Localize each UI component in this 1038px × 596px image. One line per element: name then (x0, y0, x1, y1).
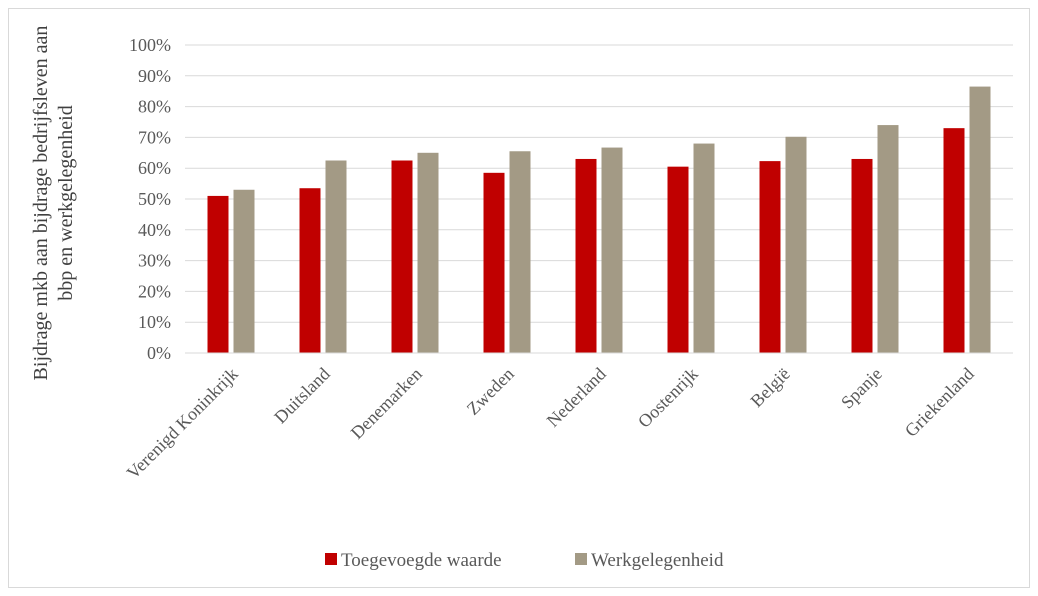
y-tick-label: 70% (138, 127, 171, 147)
bar-chart: 0% 10% 20% 30% 40% 50% 60% 70% 80% 90% 100% Vereni… (9, 9, 1031, 589)
x-category-label: Duitsland (270, 364, 334, 428)
y-axis-title-line: Bijdrage mkb aan bijdrage bedrijfsleven … (30, 26, 52, 381)
y-tick-label: 0% (147, 343, 171, 363)
bar-werkgelegenheid (786, 137, 807, 353)
bar-toegevoegde-waarde (760, 161, 781, 353)
bar-toegevoegde-waarde (944, 128, 965, 353)
legend: Toegevoegde waarde Werkgelegenheid (325, 550, 724, 571)
y-axis-label: Bijdrage mkb aan bijdrage bedrijfsleven … (30, 26, 77, 381)
x-category-label: Nederland (543, 364, 610, 431)
legend-label: Toegevoegde waarde (341, 550, 502, 571)
y-axis-title-line: bbp en werkgelegenheid (55, 105, 77, 300)
y-tick-label: 50% (138, 189, 171, 209)
y-tick-label: 100% (129, 35, 171, 55)
bar-toegevoegde-waarde (484, 173, 505, 353)
bar-werkgelegenheid (694, 144, 715, 353)
bar-werkgelegenheid (878, 125, 899, 353)
y-tick-label: 80% (138, 97, 171, 117)
x-category-label: Griekenland (901, 364, 978, 441)
legend-swatch (575, 553, 587, 565)
bars (208, 87, 991, 353)
bar-toegevoegde-waarde (668, 167, 689, 353)
bar-werkgelegenheid (602, 148, 623, 353)
y-axis-ticks: 0% 10% 20% 30% 40% 50% 60% 70% 80% 90% 100% (129, 35, 171, 363)
bar-werkgelegenheid (234, 190, 255, 353)
bar-toegevoegde-waarde (852, 159, 873, 353)
x-category-label: Denemarken (347, 364, 426, 443)
y-tick-label: 90% (138, 66, 171, 86)
bar-toegevoegde-waarde (576, 159, 597, 353)
y-tick-label: 10% (138, 312, 171, 332)
y-tick-label: 40% (138, 220, 171, 240)
y-tick-label: 20% (138, 281, 171, 301)
bar-werkgelegenheid (418, 153, 439, 353)
x-category-label: Spanje (837, 364, 886, 413)
y-tick-label: 30% (138, 251, 171, 271)
chart-frame: 0% 10% 20% 30% 40% 50% 60% 70% 80% 90% 100% Vereni… (8, 8, 1030, 588)
bar-werkgelegenheid (970, 87, 991, 353)
bar-toegevoegde-waarde (392, 161, 413, 354)
legend-label: Werkgelegenheid (591, 550, 724, 571)
legend-swatch (325, 553, 337, 565)
bar-toegevoegde-waarde (300, 188, 321, 353)
bar-werkgelegenheid (510, 151, 531, 353)
bar-werkgelegenheid (326, 161, 347, 354)
x-category-label: Verenigd Koninkrijk (123, 364, 242, 483)
bar-toegevoegde-waarde (208, 196, 229, 353)
x-category-label: Oostenrijk (634, 364, 702, 432)
x-axis-categories: Verenigd Koninkrijk Duitsland Denemarken Zw… (123, 364, 978, 483)
x-category-label: Zweden (463, 364, 518, 419)
y-tick-label: 60% (138, 158, 171, 178)
x-category-label: België (746, 364, 793, 411)
